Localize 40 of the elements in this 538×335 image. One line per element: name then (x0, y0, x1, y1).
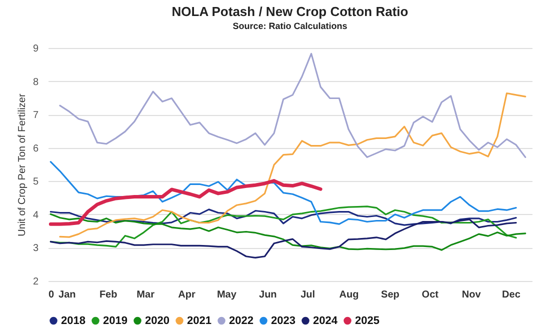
chart-title: NOLA Potash / New Crop Cotton Ratio (172, 4, 408, 19)
y-tick-label: 7 (32, 110, 39, 122)
line-series (50, 208, 517, 226)
y-tick-label: 4 (32, 210, 39, 221)
x-tick-label: Sep (381, 290, 400, 300)
line-series (50, 206, 517, 248)
legend-label: 2023 (271, 314, 296, 327)
x-tick-label: Nov (462, 290, 482, 300)
line-series (50, 213, 526, 251)
x-tick-label: Jan (58, 290, 76, 300)
x-tick-label: Feb (99, 290, 118, 300)
legend-label: 2021 (187, 314, 212, 327)
x-tick-label: May (216, 290, 237, 300)
x-tick-label: Aug (339, 290, 359, 300)
legend-label: 2025 (355, 314, 380, 327)
y-axis-title: Unit of Crop Per Ton of Fertilizer (16, 93, 28, 236)
y-tick-label: 6 (32, 143, 39, 154)
x-tick-label: Jul (300, 290, 316, 300)
line-series (59, 52, 526, 158)
y-tick-label: 2 (32, 276, 39, 288)
line-series (50, 161, 517, 225)
x-tick-label: Apr (178, 290, 196, 300)
y-tick-label: 8 (32, 76, 39, 88)
y-tick-label: 5 (32, 176, 39, 188)
legend-label: 2018 (61, 314, 86, 327)
line-series (59, 92, 526, 238)
x-tick-label: Mar (136, 290, 155, 300)
x-tick-label: Oct (422, 290, 440, 300)
line-series (50, 218, 517, 258)
x-tick-label: Jun (259, 290, 277, 300)
legend-label: 2020 (145, 314, 170, 327)
x-tick-label: 0 (48, 290, 54, 300)
legend-label: 2019 (103, 314, 128, 327)
legend-label: 2024 (313, 314, 338, 327)
x-tick-label: Dec (502, 290, 521, 300)
y-tick-label: 9 (32, 44, 39, 54)
legend-label: 2022 (229, 314, 254, 327)
y-tick-label: 3 (32, 243, 39, 254)
chart-subtitle: Source: Ratio Calculations (232, 21, 348, 31)
line-series (48, 179, 322, 226)
